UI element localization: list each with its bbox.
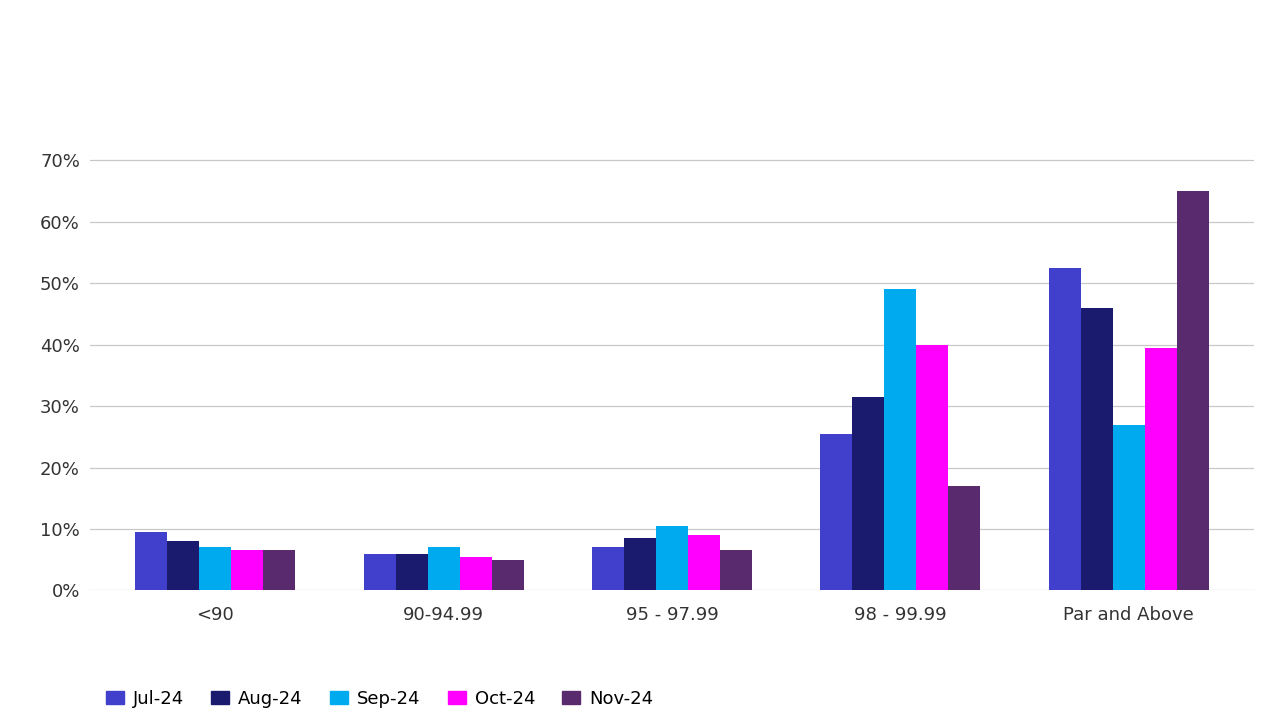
Bar: [657, 526, 687, 590]
Bar: [884, 289, 916, 590]
Bar: [1176, 191, 1208, 590]
Bar: [428, 547, 460, 590]
Bar: [820, 433, 852, 590]
Bar: [168, 541, 200, 590]
Bar: [460, 557, 492, 590]
Bar: [1112, 425, 1144, 590]
Bar: [136, 532, 168, 590]
Bar: [364, 554, 396, 590]
Legend: Jul-24, Aug-24, Sep-24, Oct-24, Nov-24: Jul-24, Aug-24, Sep-24, Oct-24, Nov-24: [99, 683, 660, 715]
Bar: [852, 397, 884, 590]
Bar: [948, 486, 980, 590]
Bar: [1080, 307, 1112, 590]
Bar: [593, 547, 625, 590]
Bar: [1144, 348, 1176, 590]
Bar: [719, 551, 751, 590]
Bar: [687, 535, 719, 590]
Bar: [1048, 268, 1080, 590]
Bar: [396, 554, 428, 590]
Bar: [492, 559, 524, 590]
Bar: [625, 538, 657, 590]
Bar: [264, 551, 296, 590]
Bar: [200, 547, 232, 590]
Bar: [916, 345, 948, 590]
Bar: [232, 551, 264, 590]
